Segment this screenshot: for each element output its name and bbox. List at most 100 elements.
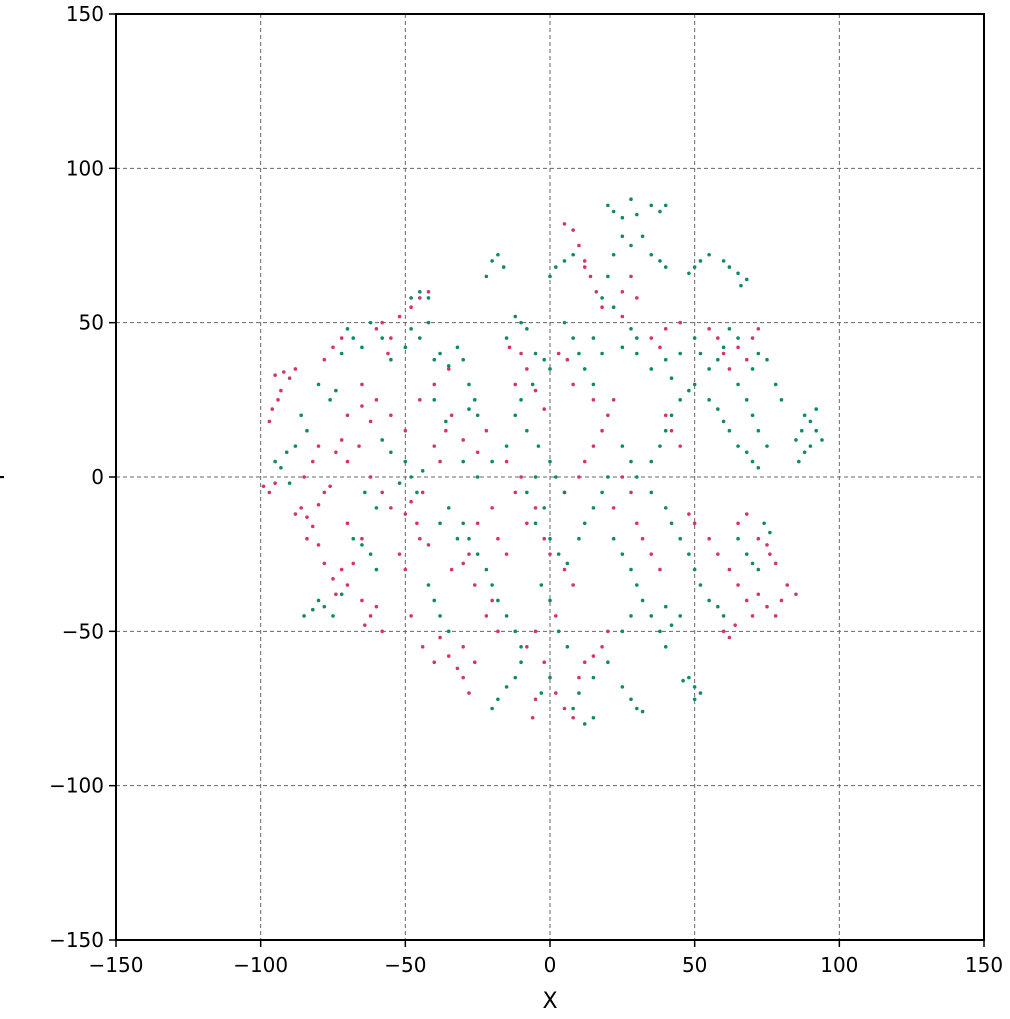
scatter-point-series-2 [669,521,674,526]
x-axis-title: X [542,989,557,1014]
scatter-point-series-2 [577,691,581,695]
scatter-point-series-2 [707,252,711,257]
scatter-point-series-2 [744,552,749,556]
scatter-point-series-1 [403,428,408,433]
scatter-point-series-2 [756,428,761,433]
scatter-point-series-2 [461,357,466,362]
scatter-point-series-2 [548,367,552,371]
scatter-point-series-1 [721,351,726,356]
scatter-point-series-2 [513,314,518,319]
scatter-point-series-2 [525,490,529,495]
scatter-point-series-2 [525,327,529,331]
scatter-point-series-2 [721,614,726,618]
y-tick-label: 150 [66,2,104,26]
scatter-point-series-2 [721,259,726,263]
scatter-point-series-2 [669,376,674,381]
scatter-point-series-2 [635,583,639,587]
scatter-point-series-2 [756,567,761,572]
scatter-point-series-2 [360,543,364,547]
scatter-point-series-1 [449,413,454,418]
scatter-point-series-2 [698,351,703,356]
scatter-point-series-1 [328,484,332,489]
scatter-point-series-2 [635,336,639,340]
scatter-point-series-2 [519,320,523,325]
scatter-point-series-2 [635,212,639,217]
scatter-point-series-2 [556,629,561,634]
scatter-point-series-2 [484,567,489,572]
scatter-point-series-1 [533,506,538,510]
scatter-point-series-1 [692,521,697,526]
scatter-point-series-2 [721,419,726,424]
scatter-point-series-2 [345,327,350,331]
scatter-point-series-1 [334,450,338,455]
scatter-point-series-2 [814,428,818,433]
scatter-point-series-2 [640,709,645,714]
scatter-point-series-2 [591,382,596,387]
scatter-point-series-1 [629,274,633,279]
scatter-point-series-1 [461,675,466,680]
scatter-point-series-1 [334,592,338,597]
scatter-point-series-2 [756,465,761,470]
scatter-point-series-2 [779,398,784,402]
y-tick-label: −50 [62,619,104,643]
scatter-point-series-2 [432,398,437,402]
scatter-point-series-2 [368,320,373,325]
scatter-point-series-1 [620,290,625,294]
scatter-point-series-2 [409,327,413,331]
scatter-point-series-1 [273,373,277,377]
scatter-point-series-2 [530,382,535,387]
scatter-point-series-1 [773,561,778,566]
scatter-point-series-1 [418,536,422,541]
scatter-point-series-1 [736,345,740,350]
scatter-point-series-2 [496,697,500,702]
scatter-point-series-2 [438,351,442,356]
scatter-point-series-1 [267,419,272,424]
scatter-point-series-1 [562,706,567,711]
scatter-point-series-2 [649,252,654,257]
scatter-point-series-2 [363,490,367,495]
scatter-point-series-1 [293,512,298,516]
scatter-point-series-1 [750,614,755,618]
scatter-point-series-2 [744,398,749,402]
scatter-point-series-2 [744,450,749,455]
scatter-point-series-1 [744,357,749,362]
scatter-point-series-1 [779,598,784,603]
scatter-point-series-2 [504,444,509,448]
scatter-point-series-2 [420,469,425,473]
scatter-point-series-2 [799,428,804,433]
scatter-point-series-2 [287,481,292,485]
x-axis-ticks: −150 −100 −50 0 50 100 150 [89,940,1003,977]
scatter-point-series-1 [490,598,494,603]
scatter-point-series-2 [501,265,506,269]
scatter-point-series-2 [606,660,610,664]
scatter-point-series-1 [374,398,379,402]
scatter-point-series-2 [756,351,761,356]
scatter-point-series-1 [360,536,364,541]
scatter-point-series-2 [663,203,668,208]
scatter-point-series-1 [577,675,581,680]
scatter-point-series-2 [426,296,431,300]
x-tick-label: −50 [384,953,426,977]
scatter-point-series-2 [692,685,697,689]
scatter-point-series-2 [635,706,639,711]
scatter-point-series-1 [525,521,529,526]
scatter-point-series-1 [360,404,364,408]
scatter-point-series-2 [519,644,523,649]
scatter-point-series-1 [273,481,277,485]
scatter-point-series-2 [351,336,356,340]
scatter-point-series-1 [420,490,425,495]
scatter-point-series-1 [322,357,327,362]
scatter-point-series-1 [577,475,581,479]
scatter-point-series-1 [357,444,361,448]
scatter-point-series-1 [571,382,575,387]
scatter-point-series-2 [727,327,732,331]
scatter-point-series-2 [591,715,596,720]
scatter-point-series-1 [744,512,749,516]
scatter-point-series-1 [467,691,471,695]
scatter-point-series-1 [611,398,616,402]
scatter-point-series-2 [467,382,471,387]
scatter-point-series-2 [403,345,408,350]
scatter-point-series-2 [409,296,413,300]
scatter-point-series-1 [426,543,431,547]
scatter-point-series-2 [658,629,662,634]
